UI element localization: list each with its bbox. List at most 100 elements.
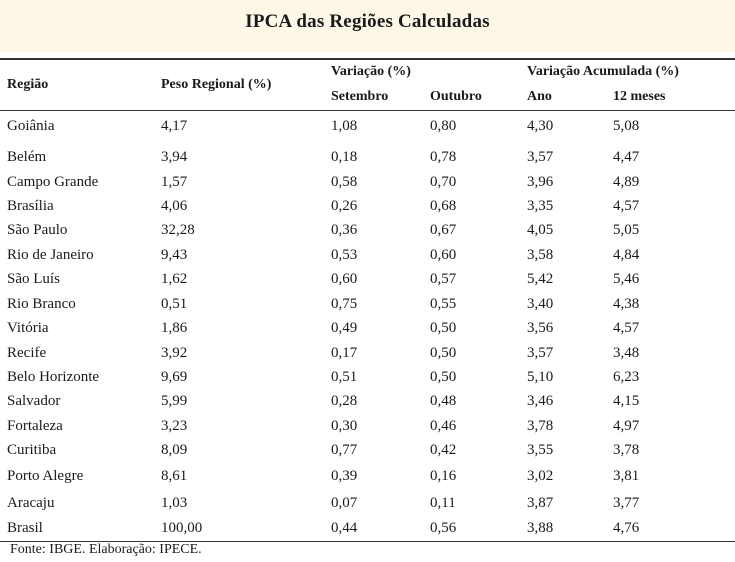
cell-setembro: 0,60	[331, 271, 358, 287]
cell-setembro: 0,75	[331, 296, 358, 312]
cell-outubro: 0,11	[430, 495, 456, 511]
cell-outubro: 0,50	[430, 345, 457, 361]
header-bottom-rule	[0, 110, 735, 111]
cell-meses12: 4,15	[613, 393, 640, 409]
cell-setembro: 0,30	[331, 418, 358, 434]
header-peso: Peso Regional (%)	[161, 77, 272, 92]
header-variacao-acumulada: Variação Acumulada (%)	[527, 64, 679, 79]
cell-peso: 8,09	[161, 442, 188, 458]
cell-ano: 3,88	[527, 520, 554, 536]
cell-setembro: 0,44	[331, 520, 358, 536]
cell-ano: 3,40	[527, 296, 554, 312]
cell-setembro: 0,77	[331, 442, 358, 458]
cell-ano: 3,55	[527, 442, 554, 458]
cell-ano: 3,57	[527, 149, 554, 165]
cell-outubro: 0,70	[430, 174, 457, 190]
cell-peso: 3,94	[161, 149, 188, 165]
cell-regiao: Fortaleza	[7, 418, 63, 434]
cell-regiao: Vitória	[7, 320, 49, 336]
cell-ano: 3,78	[527, 418, 554, 434]
cell-outubro: 0,50	[430, 369, 457, 385]
cell-ano: 5,10	[527, 369, 554, 385]
header-outubro: Outubro	[430, 89, 482, 104]
cell-regiao: Belém	[7, 149, 47, 165]
cell-meses12: 5,08	[613, 118, 640, 134]
cell-setembro: 1,08	[331, 118, 358, 134]
cell-peso: 1,86	[161, 320, 188, 336]
cell-peso: 0,51	[161, 296, 188, 312]
cell-regiao: São Paulo	[7, 222, 68, 238]
header-variacao: Variação (%)	[331, 64, 411, 79]
cell-outubro: 0,42	[430, 442, 457, 458]
cell-outubro: 0,55	[430, 296, 457, 312]
cell-peso: 3,23	[161, 418, 188, 434]
cell-regiao: Campo Grande	[7, 174, 99, 190]
cell-outubro: 0,60	[430, 247, 457, 263]
cell-setembro: 0,51	[331, 369, 358, 385]
cell-ano: 3,57	[527, 345, 554, 361]
cell-ano: 3,35	[527, 198, 554, 214]
cell-meses12: 4,89	[613, 174, 640, 190]
cell-peso: 1,57	[161, 174, 188, 190]
cell-ano: 3,56	[527, 320, 554, 336]
cell-meses12: 5,05	[613, 222, 640, 238]
cell-ano: 4,30	[527, 118, 554, 134]
cell-meses12: 4,57	[613, 320, 640, 336]
page-title: IPCA das Regiões Calculadas	[245, 11, 490, 32]
cell-outubro: 0,46	[430, 418, 457, 434]
cell-peso: 100,00	[161, 520, 203, 536]
cell-meses12: 3,78	[613, 442, 640, 458]
cell-regiao: Recife	[7, 345, 47, 361]
cell-ano: 4,05	[527, 222, 554, 238]
title-band	[0, 0, 735, 52]
cell-setembro: 0,26	[331, 198, 358, 214]
cell-setembro: 0,58	[331, 174, 358, 190]
cell-setembro: 0,17	[331, 345, 358, 361]
cell-setembro: 0,49	[331, 320, 358, 336]
cell-setembro: 0,39	[331, 468, 358, 484]
header-regiao: Região	[7, 77, 49, 92]
cell-regiao: Goiânia	[7, 118, 55, 134]
cell-outubro: 0,48	[430, 393, 457, 409]
cell-outubro: 0,56	[430, 520, 457, 536]
table-top-rule	[0, 58, 735, 60]
cell-regiao: Salvador	[7, 393, 61, 409]
cell-peso: 4,17	[161, 118, 188, 134]
cell-setembro: 0,07	[331, 495, 358, 511]
cell-regiao: São Luís	[7, 271, 60, 287]
cell-ano: 3,46	[527, 393, 554, 409]
cell-regiao: Porto Alegre	[7, 468, 84, 484]
footer-source: Fonte: IBGE. Elaboração: IPECE.	[10, 542, 202, 557]
cell-peso: 1,62	[161, 271, 188, 287]
cell-outubro: 0,68	[430, 198, 457, 214]
cell-meses12: 3,48	[613, 345, 640, 361]
cell-regiao: Brasil	[7, 520, 43, 536]
cell-setembro: 0,18	[331, 149, 358, 165]
cell-ano: 3,96	[527, 174, 554, 190]
cell-meses12: 4,47	[613, 149, 640, 165]
cell-ano: 3,87	[527, 495, 554, 511]
cell-outubro: 0,67	[430, 222, 457, 238]
cell-meses12: 3,77	[613, 495, 640, 511]
cell-outubro: 0,16	[430, 468, 457, 484]
cell-ano: 3,58	[527, 247, 554, 263]
cell-peso: 4,06	[161, 198, 188, 214]
cell-peso: 5,99	[161, 393, 188, 409]
cell-peso: 8,61	[161, 468, 188, 484]
cell-setembro: 0,36	[331, 222, 358, 238]
cell-regiao: Aracaju	[7, 495, 55, 511]
cell-peso: 1,03	[161, 495, 188, 511]
cell-ano: 3,02	[527, 468, 554, 484]
cell-peso: 3,92	[161, 345, 188, 361]
cell-meses12: 4,97	[613, 418, 640, 434]
cell-meses12: 5,46	[613, 271, 640, 287]
cell-meses12: 3,81	[613, 468, 640, 484]
cell-meses12: 6,23	[613, 369, 640, 385]
cell-regiao: Rio Branco	[7, 296, 76, 312]
cell-outubro: 0,57	[430, 271, 457, 287]
cell-meses12: 4,76	[613, 520, 640, 536]
cell-setembro: 0,53	[331, 247, 358, 263]
cell-peso: 9,69	[161, 369, 188, 385]
header-setembro: Setembro	[331, 89, 389, 104]
header-12-meses: 12 meses	[613, 89, 666, 104]
